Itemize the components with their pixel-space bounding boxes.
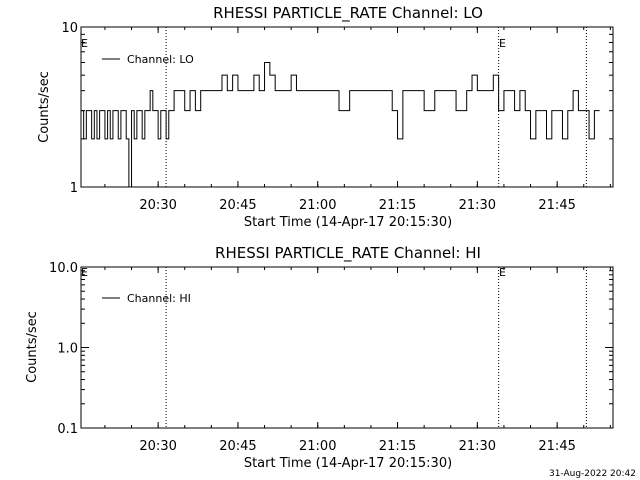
x-tick-label: 21:00 — [299, 439, 336, 454]
y-axis-label: Counts/sec — [25, 311, 40, 383]
x-axis-label: Start Time (14-Apr-17 20:15:30) — [244, 215, 452, 230]
x-tick-label: 21:15 — [379, 439, 416, 454]
series-layer — [81, 61, 600, 188]
legend-entry: Channel: HI — [127, 292, 191, 305]
y-tick-label: 1.0 — [57, 342, 78, 357]
marker-layer — [165, 267, 587, 428]
annotation-e-right: E — [499, 37, 506, 50]
y-tick-label: 10.0 — [49, 261, 78, 276]
legend-entry: Channel: LO — [127, 53, 194, 66]
x-tick-label: 21:30 — [459, 439, 496, 454]
x-tick-label: 20:45 — [219, 439, 256, 454]
x-tick-label: 21:45 — [538, 439, 575, 454]
series-line — [81, 61, 600, 188]
y-tick-label: 1 — [70, 181, 78, 196]
panel-lo: RHESSI PARTICLE_RATE Channel: LO Counts/… — [37, 4, 614, 230]
x-axis-label: Start Time (14-Apr-17 20:15:30) — [244, 456, 452, 471]
x-tick-label: 21:00 — [299, 198, 336, 213]
x-tick-label: 20:30 — [139, 439, 176, 454]
tick-layer: 20:30 20:45 21:00 21:15 21:30 21:45 0.1 1.0 10.0 — [49, 261, 613, 454]
annotation-e-left: E — [81, 266, 88, 279]
marker-layer — [165, 27, 587, 187]
panel-hi: RHESSI PARTICLE_RATE Channel: HI Counts/… — [25, 244, 614, 471]
chart-title: RHESSI PARTICLE_RATE Channel: HI — [215, 244, 481, 263]
y-tick-label: 10 — [61, 21, 78, 36]
x-tick-label: 20:30 — [139, 198, 176, 213]
x-tick-label: 21:45 — [538, 198, 575, 213]
annotation-e-left: E — [81, 37, 88, 50]
x-tick-label: 21:30 — [459, 198, 496, 213]
footer-date: 31-Aug-2022 20:42 — [549, 469, 636, 479]
y-tick-label: 0.1 — [57, 422, 78, 437]
y-axis-label: Counts/sec — [37, 71, 52, 143]
legend: Channel: LO — [102, 53, 194, 66]
legend: Channel: HI — [102, 292, 191, 305]
x-tick-label: 21:15 — [379, 198, 416, 213]
plot-frame — [80, 26, 614, 188]
chart-title: RHESSI PARTICLE_RATE Channel: LO — [213, 4, 483, 23]
annotation-e-right: E — [499, 266, 506, 279]
x-tick-label: 20:45 — [219, 198, 256, 213]
tick-layer: 20:30 20:45 21:00 21:15 21:30 21:45 1 10 — [61, 21, 613, 213]
